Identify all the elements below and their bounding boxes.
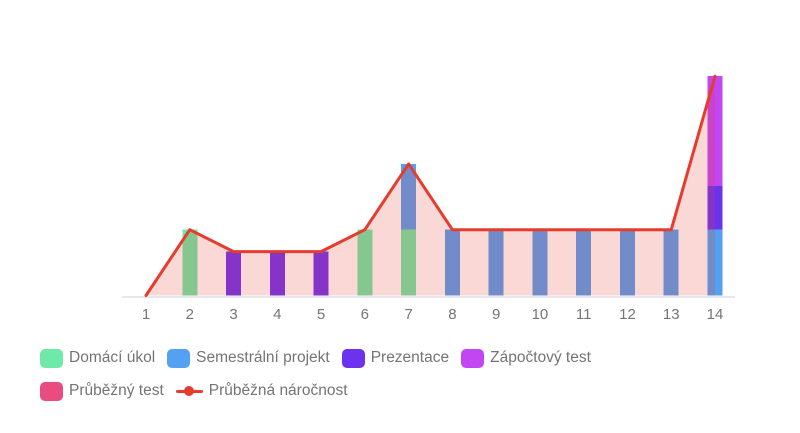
legend-label-prubezny-test: Průběžný test	[69, 382, 164, 399]
legend-dot-icon	[184, 386, 195, 396]
workload-chart-svg: 1 2 3 4 5 6 7 8 9 10 11 12 13 14	[122, 74, 735, 323]
legend-item-zapoctovy-test[interactable]: Zápočtový test	[461, 348, 591, 368]
x-axis-label-3: 3	[229, 306, 237, 323]
bar-semestralni-projekt-week-8	[444, 229, 460, 296]
legend-label-prezentace: Prezentace	[370, 349, 450, 366]
legend-item-prezentace[interactable]: Prezentace	[341, 348, 450, 368]
x-axis-label-9: 9	[492, 306, 500, 323]
bar-semestralni-projekt-week-11	[576, 229, 592, 296]
legend-swatch-domaci-ukol-icon	[40, 348, 63, 368]
bar-prezentace-week-4	[269, 251, 285, 296]
legend-item-semestralni-projekt[interactable]: Semestrální projekt	[167, 348, 330, 368]
x-axis-label-13: 13	[663, 306, 680, 323]
legend-label-semestralni-projekt: Semestrální projekt	[196, 349, 330, 366]
bar-semestralni-projekt-week-12	[619, 229, 635, 296]
bar-semestralni-projekt-week-13	[663, 229, 679, 296]
bar-semestralni-projekt-week-9	[488, 229, 504, 296]
x-axis-label-6: 6	[361, 306, 369, 323]
x-axis-label-1: 1	[142, 306, 150, 323]
bar-semestralni-projekt-week-7	[401, 163, 417, 230]
legend-swatch-semestralni-projekt-icon	[167, 348, 191, 368]
legend-label-zapoctovy-test: Zápočtový test	[490, 349, 591, 366]
chart-area: 1 2 3 4 5 6 7 8 9 10 11 12 13 14	[122, 74, 735, 323]
bar-domaci-ukol-week-6	[357, 229, 373, 296]
legend-item-prubezny-test[interactable]: Průběžný test	[40, 381, 164, 401]
legend-label-domaci-ukol: Domácí úkol	[69, 349, 156, 366]
bar-domaci-ukol-week-7	[401, 229, 417, 296]
bar-semestralni-projekt-week-10	[532, 229, 548, 296]
legend-item-domaci-ukol[interactable]: Domácí úkol	[40, 348, 155, 368]
x-axis-label-4: 4	[273, 306, 281, 323]
legend-swatch-prezentace-icon	[341, 348, 365, 368]
line-prubezna-narocnost	[144, 74, 717, 297]
x-axis-label-14: 14	[707, 306, 724, 323]
x-axis-label-8: 8	[448, 306, 456, 323]
legend-item-prubezna-narocnost[interactable]: Průběžná náročnost	[175, 381, 348, 401]
legend-row-2: Průběžný test Průběžná náročnost	[40, 381, 760, 401]
x-axis-label-10: 10	[532, 306, 549, 323]
bar-prezentace-week-3	[226, 251, 242, 296]
legend-line-dot-marker-icon	[175, 381, 203, 401]
x-axis-label-5: 5	[317, 306, 325, 323]
bar-domaci-ukol-week-2	[182, 229, 198, 296]
x-axis-label-11: 11	[576, 306, 592, 323]
bar-zapoctovy-test-week-14	[707, 76, 723, 186]
legend: Domácí úkol Semestrální projekt Prezenta…	[40, 348, 760, 401]
bar-prezentace-week-5	[313, 251, 329, 296]
x-axis-label-2: 2	[186, 306, 194, 323]
legend-swatch-zapoctovy-test-icon	[461, 348, 485, 368]
x-axis-label-12: 12	[619, 306, 636, 323]
legend-label-prubezna-narocnost: Průběžná náročnost	[208, 382, 348, 399]
x-axis-label-7: 7	[404, 306, 412, 323]
legend-row-1: Domácí úkol Semestrální projekt Prezenta…	[40, 348, 760, 368]
bar-prezentace-week-14	[707, 185, 723, 230]
bar-semestralni-projekt-week-14	[707, 229, 723, 296]
legend-swatch-prubezny-test-icon	[40, 381, 63, 401]
area-prubezna-narocnost	[146, 76, 716, 296]
